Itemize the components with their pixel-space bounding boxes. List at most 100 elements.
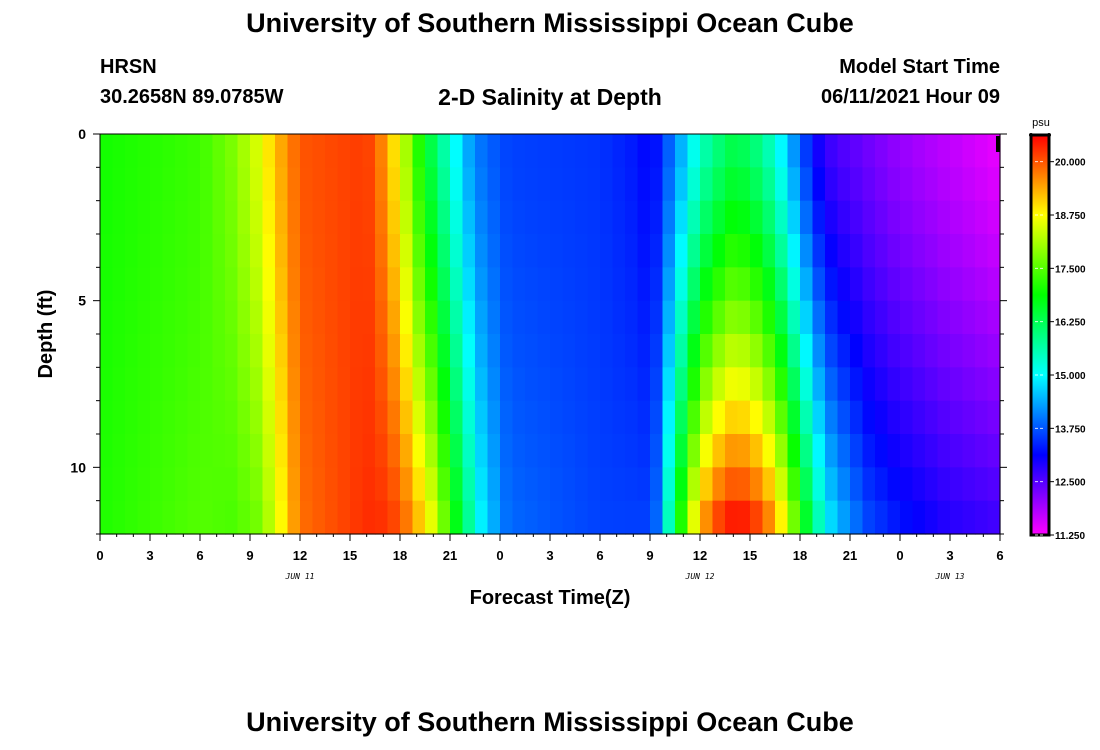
heat-cell	[187, 334, 201, 368]
heat-cell	[800, 167, 814, 202]
heat-cell	[225, 300, 239, 335]
heat-cell	[962, 167, 976, 202]
heat-cell	[900, 234, 914, 268]
heat-cell	[975, 267, 989, 302]
heat-cell	[487, 167, 501, 202]
heat-cell	[550, 367, 564, 402]
heat-cell	[875, 200, 889, 235]
heat-cell	[325, 500, 339, 535]
heat-cell	[812, 400, 826, 435]
heat-cell	[175, 467, 189, 502]
heat-cell	[262, 234, 276, 268]
heat-cell	[825, 300, 839, 335]
heat-cell	[787, 400, 801, 435]
heat-cell	[825, 200, 839, 235]
heat-cell	[475, 267, 489, 302]
heat-cell	[112, 434, 126, 468]
heat-cell	[537, 400, 551, 435]
heat-cell	[837, 367, 851, 402]
heat-cell	[600, 300, 614, 335]
heat-cell	[512, 200, 526, 235]
heat-cell	[625, 134, 639, 168]
heat-cell	[587, 434, 601, 468]
x-tick-label: 18	[393, 548, 407, 563]
heat-cell	[387, 334, 401, 368]
heat-cell	[962, 500, 976, 535]
heat-cell	[350, 334, 364, 368]
heat-cell	[387, 200, 401, 235]
heat-cell	[462, 167, 476, 202]
heat-cell	[975, 200, 989, 235]
heat-cell	[450, 400, 464, 435]
heat-cell	[487, 300, 501, 335]
heat-cell	[937, 500, 951, 535]
heat-cell	[687, 200, 701, 235]
heat-cell	[912, 400, 926, 435]
heat-cell	[537, 334, 551, 368]
heat-cell	[875, 500, 889, 535]
heat-cell	[462, 400, 476, 435]
heat-cell	[375, 167, 389, 202]
heat-cell	[525, 467, 539, 502]
heat-cell	[137, 300, 151, 335]
heat-cell	[975, 234, 989, 268]
heat-cell	[587, 467, 601, 502]
heat-cell	[350, 234, 364, 268]
heat-cell	[162, 267, 176, 302]
heat-cell	[712, 234, 726, 268]
heat-cell	[362, 400, 376, 435]
heat-cell	[600, 167, 614, 202]
heat-cell	[175, 300, 189, 335]
heat-cell	[150, 400, 164, 435]
heat-cell	[537, 434, 551, 468]
heat-cell	[825, 334, 839, 368]
heat-cell	[762, 467, 776, 502]
heat-cell	[100, 300, 114, 335]
heat-cell	[475, 167, 489, 202]
heat-cell	[650, 467, 664, 502]
heat-cell	[762, 167, 776, 202]
heat-cell	[987, 500, 1001, 535]
heat-cell	[800, 367, 814, 402]
heat-cell	[650, 434, 664, 468]
heat-cell	[562, 167, 576, 202]
heat-cell	[537, 500, 551, 535]
heat-cell	[400, 434, 414, 468]
heat-cell	[150, 267, 164, 302]
heat-cell	[312, 434, 326, 468]
heat-cell	[175, 434, 189, 468]
heat-cell	[362, 167, 376, 202]
heat-cell	[537, 467, 551, 502]
heat-cell	[400, 267, 414, 302]
heat-cell	[487, 267, 501, 302]
heat-cell	[425, 200, 439, 235]
x-axis: 0 3 6 9 12 15 18 21 0 3 6 9 12 15 18 21 0 3 6 JUN 11 JUN 12 J…	[96, 534, 1004, 581]
colorbar-tick-label: 17.500	[1055, 264, 1086, 275]
heat-cell	[537, 367, 551, 402]
heat-cell	[262, 167, 276, 202]
heat-cell	[437, 467, 451, 502]
heat-cell	[287, 434, 301, 468]
heat-cell	[462, 234, 476, 268]
heat-cell	[712, 334, 726, 368]
x-tick-label: 0	[896, 548, 903, 563]
heat-cell	[250, 200, 264, 235]
heat-cell	[200, 400, 214, 435]
heat-cell	[350, 434, 364, 468]
heat-cell	[112, 167, 126, 202]
heat-cell	[912, 234, 926, 268]
heat-cell	[162, 500, 176, 535]
heat-cell	[525, 234, 539, 268]
heat-cell	[250, 167, 264, 202]
heat-cell	[112, 334, 126, 368]
heat-cell	[237, 434, 251, 468]
heat-cell	[675, 334, 689, 368]
heat-cell	[725, 434, 739, 468]
heat-cell	[850, 134, 864, 168]
heat-cell	[400, 234, 414, 268]
heat-cell	[800, 400, 814, 435]
heat-cell	[950, 367, 964, 402]
heat-cell	[362, 467, 376, 502]
heat-cell	[675, 434, 689, 468]
heat-cell	[212, 367, 226, 402]
